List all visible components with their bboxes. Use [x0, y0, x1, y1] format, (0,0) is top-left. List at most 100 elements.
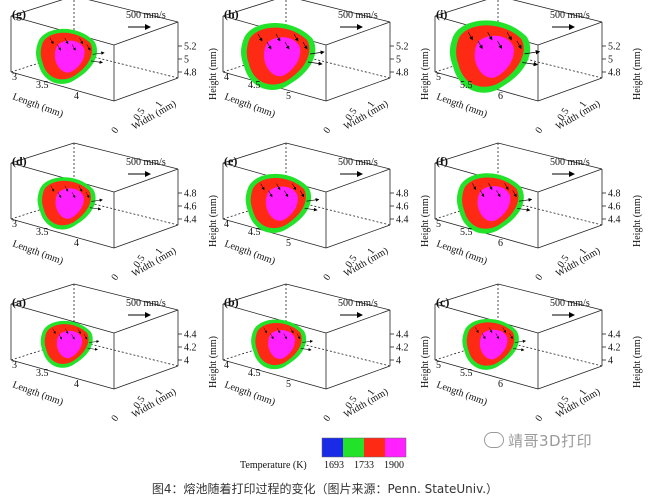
length-axis-title: Length (mm): [223, 238, 277, 266]
colorbar-tick-label: 1693: [324, 460, 344, 471]
flow-vector: [50, 185, 55, 192]
panel-b: (b) 500 mm/s 4 4.2 4.4 Height (mm) 4 4.5 5 Length…: [222, 283, 431, 424]
flow-vector: [263, 327, 267, 334]
box-edge: [88, 0, 179, 23]
box-edge: [10, 0, 63, 17]
box-edge: [325, 168, 391, 193]
flow-vector: [64, 37, 69, 45]
flow-vector: [276, 183, 281, 191]
height-tick-label: 4: [608, 356, 613, 367]
flow-vector: [514, 339, 526, 343]
flow-vector: [495, 333, 500, 340]
flow-vector: [87, 347, 98, 351]
width-tick-label: 0: [321, 125, 333, 135]
colorbar-swatch: [343, 438, 364, 457]
flow-vector: [284, 190, 289, 198]
flow-vector: [284, 41, 290, 50]
height-axis-title: Height (mm): [420, 336, 431, 388]
flow-vector: [91, 198, 103, 202]
flow-vector: [524, 49, 541, 55]
flow-vector: [64, 185, 69, 192]
box-edge: [113, 77, 179, 102]
length-tick-label: 5: [286, 379, 291, 390]
height-tick-label: 4.4: [184, 215, 197, 226]
panel-g: (g) 500 mm/s 4.8 5 5.2 Height (mm) 3 3.5 4 Length…: [10, 0, 219, 136]
scan-speed-label: 500 mm/s: [126, 298, 166, 309]
flow-vector: [71, 44, 76, 51]
flow-vector: [506, 32, 512, 41]
height-tick-label: 4.8: [184, 68, 197, 79]
flow-vector: [293, 33, 299, 42]
flow-vector: [266, 41, 272, 50]
box-edge: [325, 21, 391, 46]
width-tick-label: 0: [321, 413, 333, 423]
length-axis-title: Length (mm): [435, 91, 489, 119]
flow-vector: [83, 334, 88, 340]
length-tick-label: 4: [74, 238, 79, 249]
box-edge: [434, 0, 487, 17]
length-tick-label: 5.5: [460, 227, 473, 238]
box-edge: [222, 303, 327, 334]
watermark-text: 靖哥3D打印: [508, 432, 593, 450]
flow-vector: [477, 40, 483, 50]
width-tick-label: 0: [533, 272, 545, 282]
height-axis-title: Height (mm): [420, 195, 431, 247]
height-tick-label: 4.2: [184, 343, 197, 354]
height-axis-title: Height (mm): [208, 195, 219, 247]
pool-magenta-core: [264, 37, 301, 77]
length-tick-label: 5: [436, 360, 441, 371]
height-tick-label: 5.2: [396, 42, 409, 53]
flow-vector: [71, 191, 76, 198]
flow-vector: [65, 328, 69, 334]
box-edge: [73, 283, 179, 311]
scan-speed-label: 500 mm/s: [550, 157, 590, 168]
scan-speed-label: 500 mm/s: [338, 10, 378, 21]
length-axis-title: Length (mm): [11, 238, 65, 266]
panel-f: (f) 500 mm/s 4.4 4.6 4.8 Height (mm) 5 5.5 6 Leng…: [434, 142, 643, 283]
length-axis-title: Length (mm): [435, 238, 489, 266]
flow-vector: [86, 44, 91, 51]
box-edge: [512, 0, 603, 23]
melt-pool: [40, 320, 100, 368]
width-tick-label: 1: [365, 246, 377, 256]
box-edge: [10, 142, 75, 164]
height-axis-title: Height (mm): [632, 48, 643, 100]
flow-vector: [480, 190, 485, 198]
height-tick-label: 4.6: [608, 202, 621, 213]
panel-label: (a): [12, 295, 26, 309]
height-tick-label: 4.6: [396, 202, 409, 213]
flow-vector: [290, 327, 294, 334]
pool-magenta-core: [56, 330, 83, 359]
length-tick-label: 4: [74, 379, 79, 390]
height-tick-label: 4.8: [608, 68, 621, 79]
width-tick-label: 1: [153, 99, 165, 109]
length-tick-label: 4: [74, 91, 79, 102]
height-axis-title: Height (mm): [632, 195, 643, 247]
length-tick-label: 5.5: [460, 80, 473, 91]
length-axis-title: Length (mm): [11, 379, 65, 407]
flow-vector: [504, 183, 509, 190]
flow-vector: [89, 207, 102, 211]
box-edge: [113, 309, 179, 334]
length-tick-label: 5: [436, 219, 441, 230]
panel-d: (d) 500 mm/s 4.4 4.6 4.8 Height (mm) 3 3.5 4 Leng…: [10, 142, 219, 283]
flow-vector: [467, 32, 473, 41]
flow-vector: [512, 190, 517, 198]
flow-vector: [78, 185, 83, 192]
width-tick-label: 1: [153, 387, 165, 397]
box-edge: [285, 283, 391, 311]
height-tick-label: 4.8: [396, 189, 409, 200]
width-tick-label: 1: [365, 99, 377, 109]
height-tick-label: 4: [184, 356, 189, 367]
length-tick-label: 6: [498, 238, 503, 249]
box-edge: [325, 365, 391, 390]
width-tick-label: 0: [109, 272, 121, 282]
box-edge: [537, 168, 603, 193]
panel-label: (d): [12, 154, 27, 168]
flow-vector: [90, 60, 104, 64]
melt-pool: [462, 318, 526, 370]
flow-vector: [518, 197, 533, 202]
flow-vector: [270, 333, 274, 340]
length-tick-label: 5: [286, 238, 291, 249]
panel-label: (g): [12, 7, 26, 21]
